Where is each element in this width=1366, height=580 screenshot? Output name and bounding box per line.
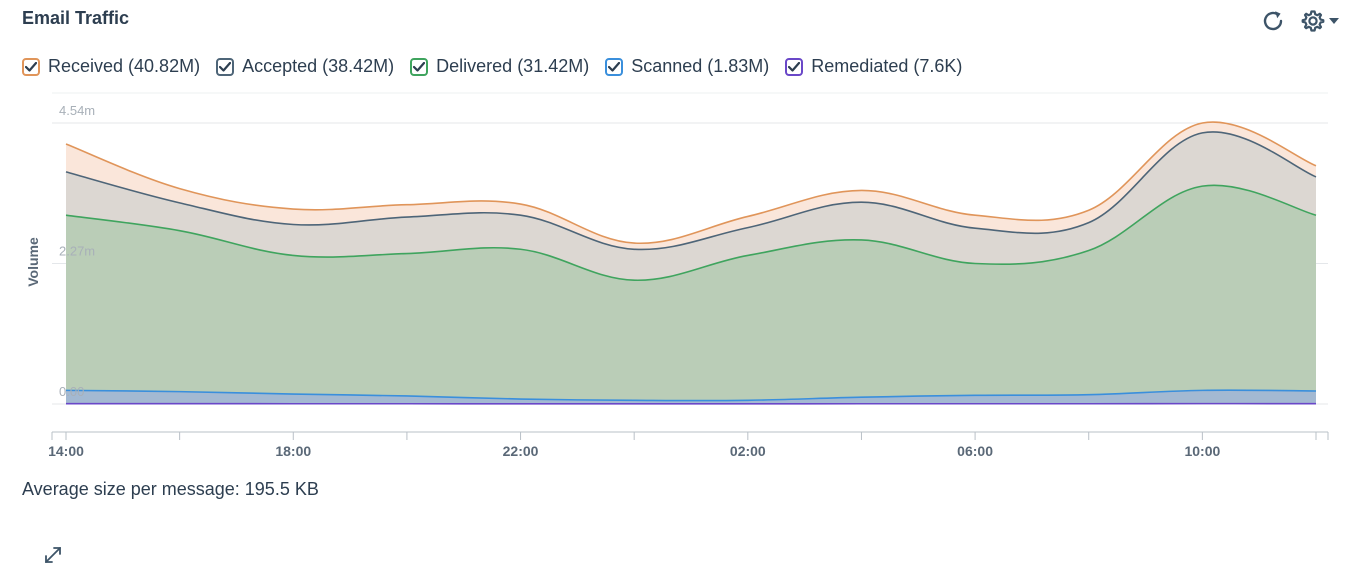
area-scanned bbox=[66, 390, 1316, 404]
series-line-delivered bbox=[65, 184, 1317, 282]
series-line-received bbox=[65, 121, 1317, 244]
checkbox-icon bbox=[410, 57, 429, 76]
area-delivered bbox=[66, 185, 1316, 404]
legend-item-received[interactable]: Received (40.82M) bbox=[22, 56, 200, 77]
chevron-down-icon bbox=[1328, 17, 1340, 25]
expand-icon[interactable] bbox=[43, 545, 63, 570]
panel-title: Email Traffic bbox=[22, 8, 130, 28]
panel-toolbar bbox=[1260, 8, 1340, 34]
legend-label: Received (40.82M) bbox=[48, 56, 201, 76]
average-size-text: Average size per message: 195.5 KB bbox=[22, 479, 319, 499]
checkbox-icon bbox=[785, 57, 804, 76]
gear-icon bbox=[1300, 8, 1326, 34]
y-tick-label: 4.54m bbox=[59, 103, 95, 118]
legend-item-scanned[interactable]: Scanned (1.83M) bbox=[605, 56, 769, 77]
x-tick-label: 06:00 bbox=[957, 443, 993, 459]
refresh-icon[interactable] bbox=[1260, 8, 1286, 34]
legend-item-remediated[interactable]: Remediated (7.6K) bbox=[785, 56, 962, 77]
settings-menu-button[interactable] bbox=[1300, 8, 1340, 34]
chart-areas bbox=[66, 122, 1316, 404]
y-axis-label: Volume bbox=[25, 237, 41, 287]
legend-label: Accepted (38.42M) bbox=[242, 56, 395, 76]
chart-lines bbox=[65, 121, 1317, 405]
email-traffic-chart: 14:00 18:00 22:00 02:00 06:00 10:00 0.00 2.27m… bbox=[25, 92, 1329, 459]
legend-label: Delivered (31.42M) bbox=[436, 56, 590, 76]
legend-label: Remediated (7.6K) bbox=[811, 56, 963, 76]
x-tick-label: 02:00 bbox=[730, 443, 766, 459]
legend-item-accepted[interactable]: Accepted (38.42M) bbox=[216, 56, 394, 77]
y-tick-label: 0.00 bbox=[59, 384, 84, 399]
series-line-accepted bbox=[65, 131, 1317, 251]
y-axis: 0.00 2.27m 4.54m bbox=[59, 103, 95, 399]
y-tick-label: 2.27m bbox=[59, 244, 95, 259]
series-line-scanned bbox=[65, 389, 1317, 402]
legend-item-delivered[interactable]: Delivered (31.42M) bbox=[410, 56, 589, 77]
x-tick-label: 14:00 bbox=[48, 443, 84, 459]
checkbox-icon bbox=[216, 57, 235, 76]
x-tick-label: 22:00 bbox=[503, 443, 539, 459]
x-axis: 14:00 18:00 22:00 02:00 06:00 10:00 bbox=[48, 431, 1329, 459]
chart-legend: Received (40.82M) Accepted (38.42M) Deli… bbox=[22, 56, 962, 77]
x-tick-label: 10:00 bbox=[1184, 443, 1220, 459]
checkbox-icon bbox=[605, 57, 624, 76]
legend-label: Scanned (1.83M) bbox=[631, 56, 770, 76]
checkbox-icon bbox=[22, 57, 40, 76]
x-tick-label: 18:00 bbox=[275, 443, 311, 459]
